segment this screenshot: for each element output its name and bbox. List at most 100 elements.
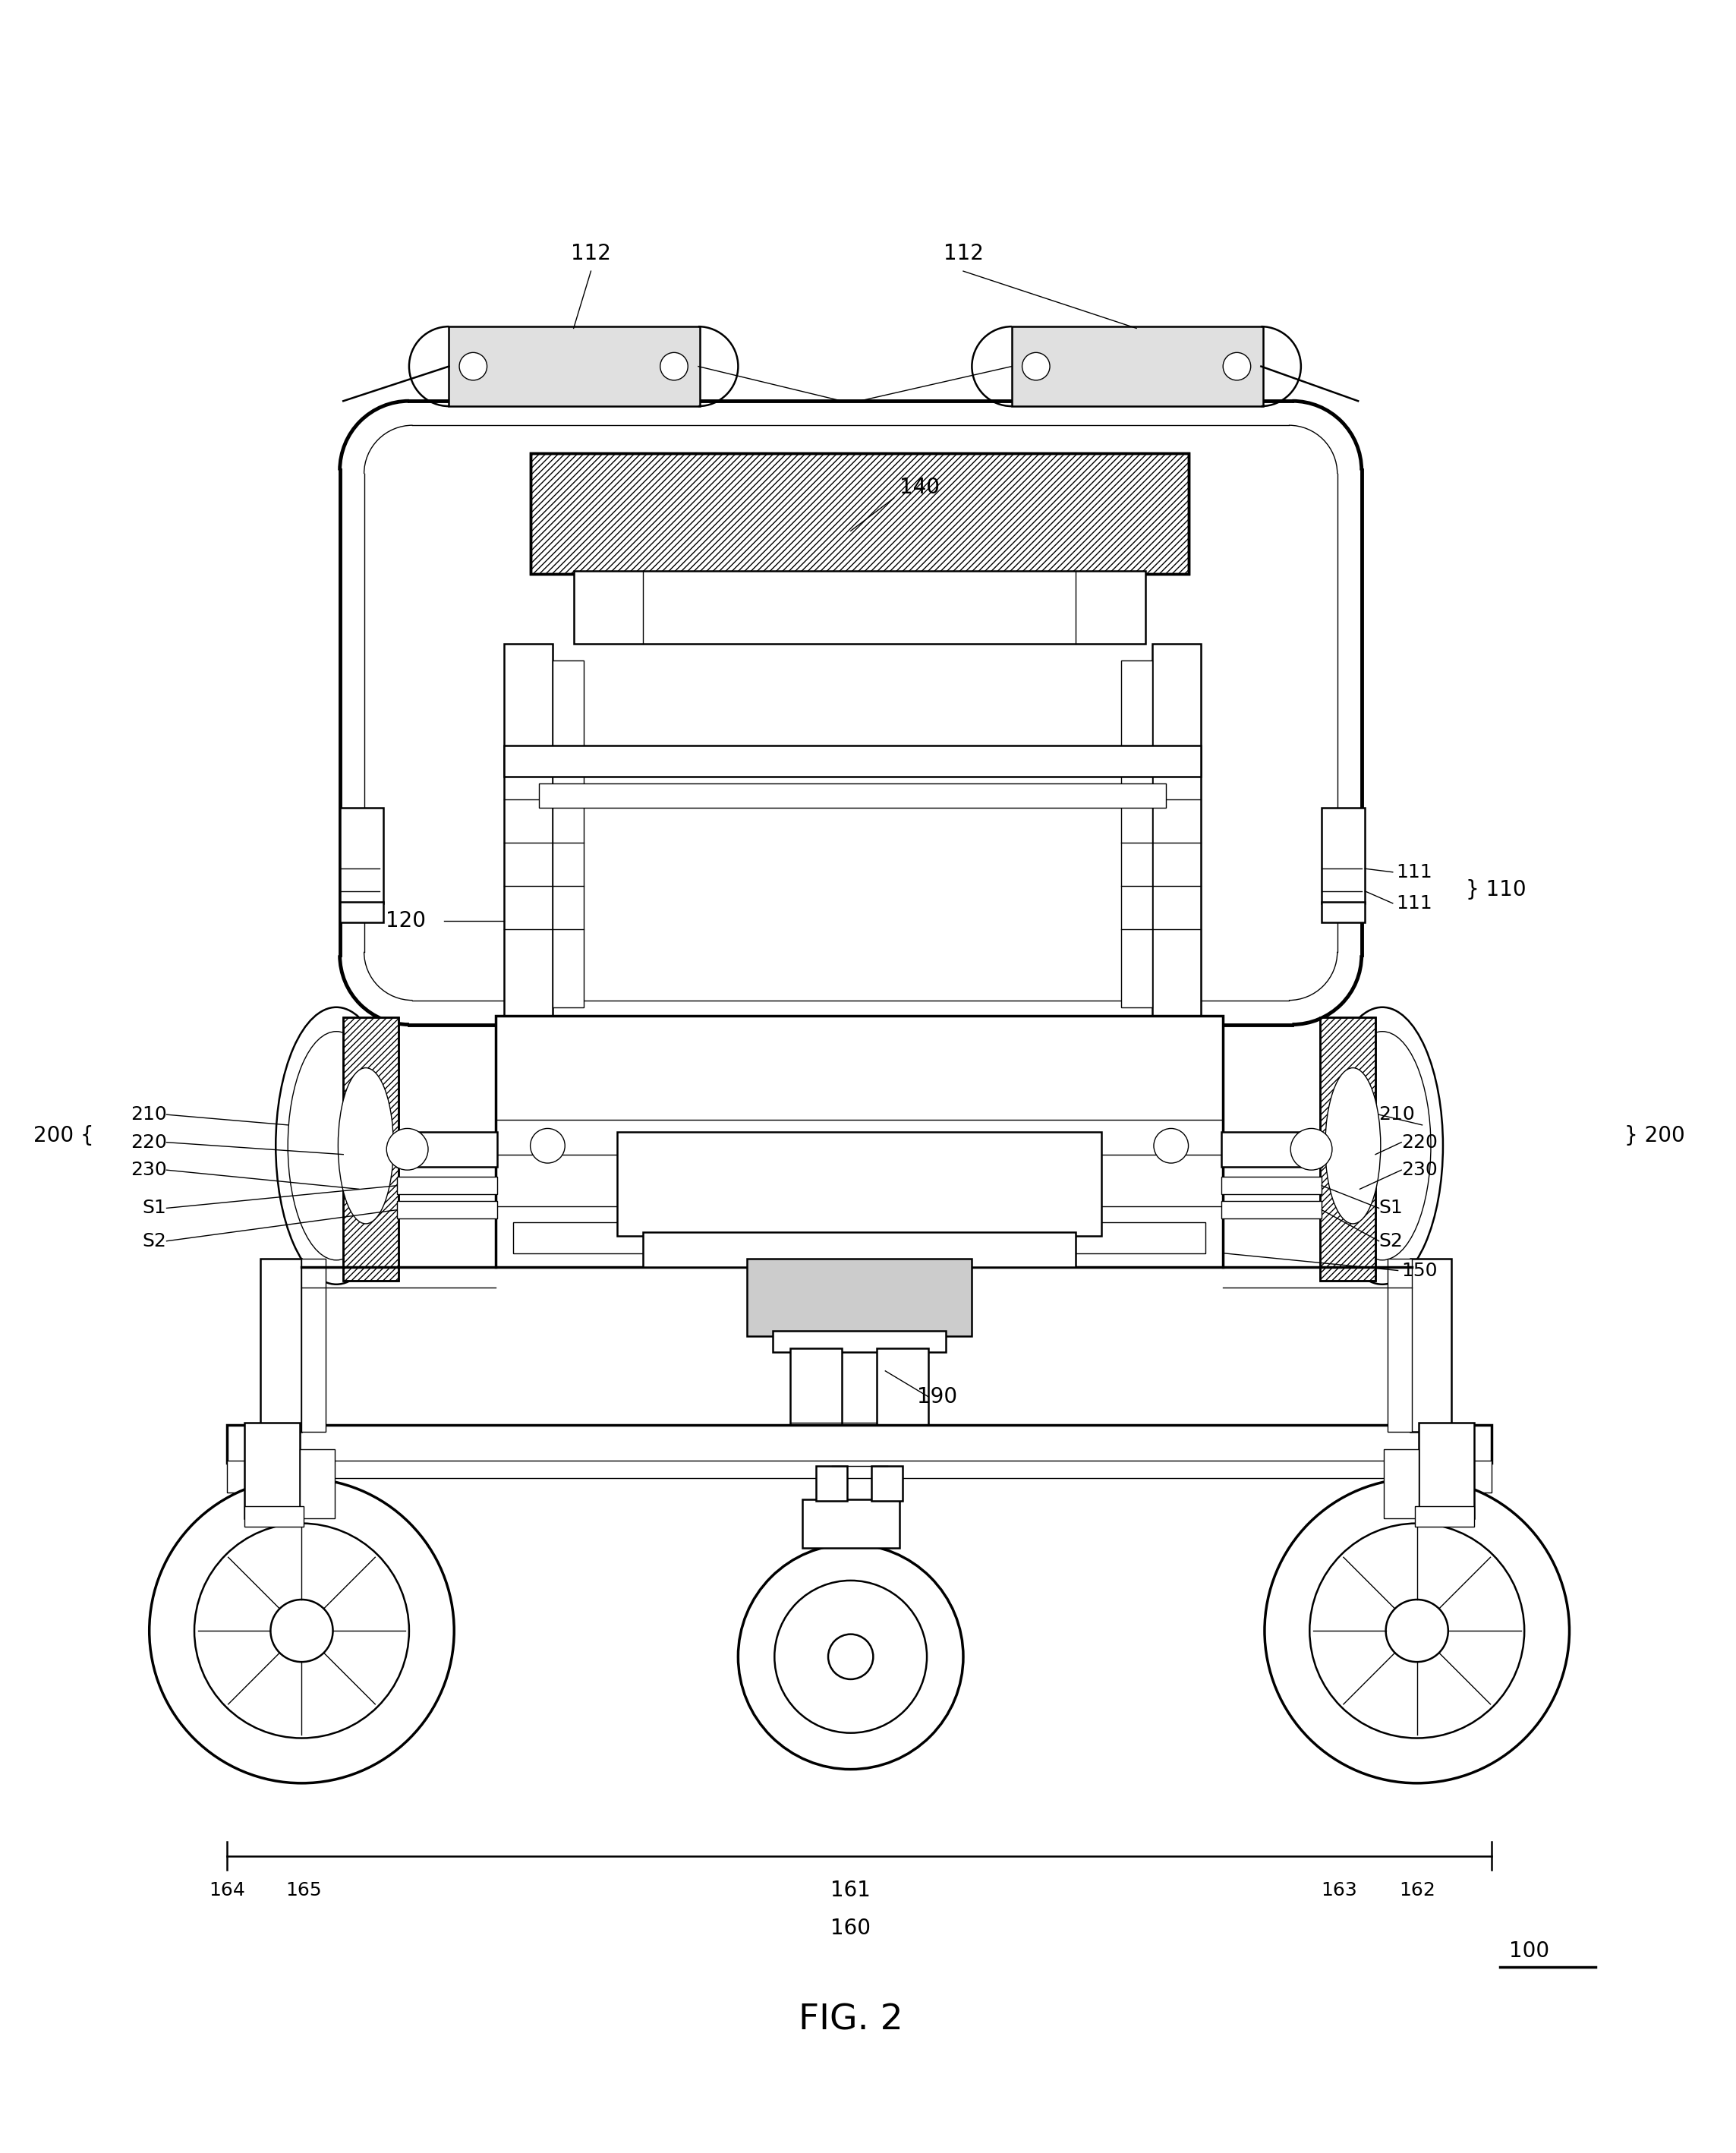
Bar [340,807,384,904]
Bar [573,571,1146,644]
Text: } 110: } 110 [1465,878,1526,900]
Text: 100: 100 [1509,1940,1549,1961]
Bar [1418,1423,1474,1518]
Circle shape [1224,353,1250,381]
Bar [616,1132,1102,1236]
Bar [340,902,384,921]
Circle shape [387,1128,429,1169]
Bar [227,1462,286,1492]
Bar [496,1016,1224,1266]
Text: 150: 150 [1401,1262,1437,1279]
Bar [529,452,1189,575]
Text: 220: 220 [130,1132,167,1152]
Text: 165: 165 [285,1882,321,1899]
Bar [1319,1018,1375,1281]
Bar [773,1331,946,1352]
Circle shape [774,1580,927,1733]
Text: S1: S1 [1378,1199,1403,1216]
Text: 164: 164 [208,1882,245,1899]
Text: 111: 111 [1396,863,1432,881]
Bar [552,661,583,1008]
Bar [398,1201,498,1219]
Bar [1222,1201,1321,1219]
Text: 162: 162 [1399,1882,1436,1899]
Ellipse shape [339,1068,394,1223]
Circle shape [1264,1479,1569,1783]
Circle shape [271,1600,333,1662]
Text: 230: 230 [130,1160,167,1180]
Text: S2: S2 [142,1232,167,1251]
Bar [871,1466,903,1501]
Text: 140: 140 [899,478,941,497]
Bar [245,1462,1474,1479]
Bar [302,1257,326,1432]
Text: S2: S2 [1378,1232,1403,1251]
Bar [505,644,552,1025]
Bar [1321,807,1364,904]
Text: 112: 112 [943,243,983,265]
Bar [300,1449,335,1518]
Circle shape [460,353,488,381]
Text: FIG. 2: FIG. 2 [799,2002,903,2037]
Bar [512,1223,1207,1253]
Text: 210: 210 [1378,1104,1415,1124]
Ellipse shape [276,1008,398,1285]
Bar [227,1425,1491,1462]
Bar [816,1466,847,1501]
Text: 120: 120 [385,911,425,932]
Bar [1410,1257,1451,1432]
Bar [1012,327,1262,407]
Ellipse shape [1325,1068,1380,1223]
Bar [398,1178,498,1195]
Circle shape [1154,1128,1189,1163]
Bar [802,1498,899,1548]
Bar [1222,1132,1321,1167]
Bar [746,1257,972,1337]
Text: 230: 230 [1401,1160,1437,1180]
Bar [538,784,1167,807]
Text: 220: 220 [1401,1132,1437,1152]
Text: S1: S1 [142,1199,167,1216]
Text: 160: 160 [830,1918,871,1940]
Text: 111: 111 [1396,893,1432,913]
Bar [344,1018,399,1281]
Text: } 200: } 200 [1625,1124,1686,1145]
Bar [1384,1449,1418,1518]
Bar [1153,644,1201,1025]
Text: 163: 163 [1321,1882,1358,1899]
Text: 210: 210 [130,1104,167,1124]
Circle shape [1385,1600,1448,1662]
Bar [245,1423,300,1518]
Bar [877,1348,929,1458]
Circle shape [1023,353,1050,381]
Circle shape [1309,1524,1524,1737]
Bar [1121,661,1153,1008]
Circle shape [1290,1128,1332,1169]
Text: 112: 112 [571,243,611,265]
Bar [1222,1178,1321,1195]
Bar [529,452,1189,575]
Circle shape [660,353,687,381]
Bar [1387,1257,1411,1432]
Bar [1319,1018,1375,1281]
Ellipse shape [288,1031,385,1260]
Bar [1321,902,1364,921]
Bar [260,1257,302,1432]
Bar [450,327,700,407]
Text: 161: 161 [830,1880,871,1901]
Text: 190: 190 [917,1387,958,1408]
Circle shape [194,1524,410,1737]
Bar [245,1507,304,1526]
Bar [344,1018,399,1281]
Bar [1432,1462,1491,1492]
Circle shape [149,1479,455,1783]
Bar [790,1348,842,1458]
Text: 200 {: 200 { [33,1124,94,1145]
Bar [398,1132,498,1167]
Circle shape [738,1544,963,1770]
Bar [1415,1507,1474,1526]
Ellipse shape [1333,1031,1430,1260]
Ellipse shape [1321,1008,1443,1285]
Bar [505,745,1201,777]
Circle shape [828,1634,873,1679]
